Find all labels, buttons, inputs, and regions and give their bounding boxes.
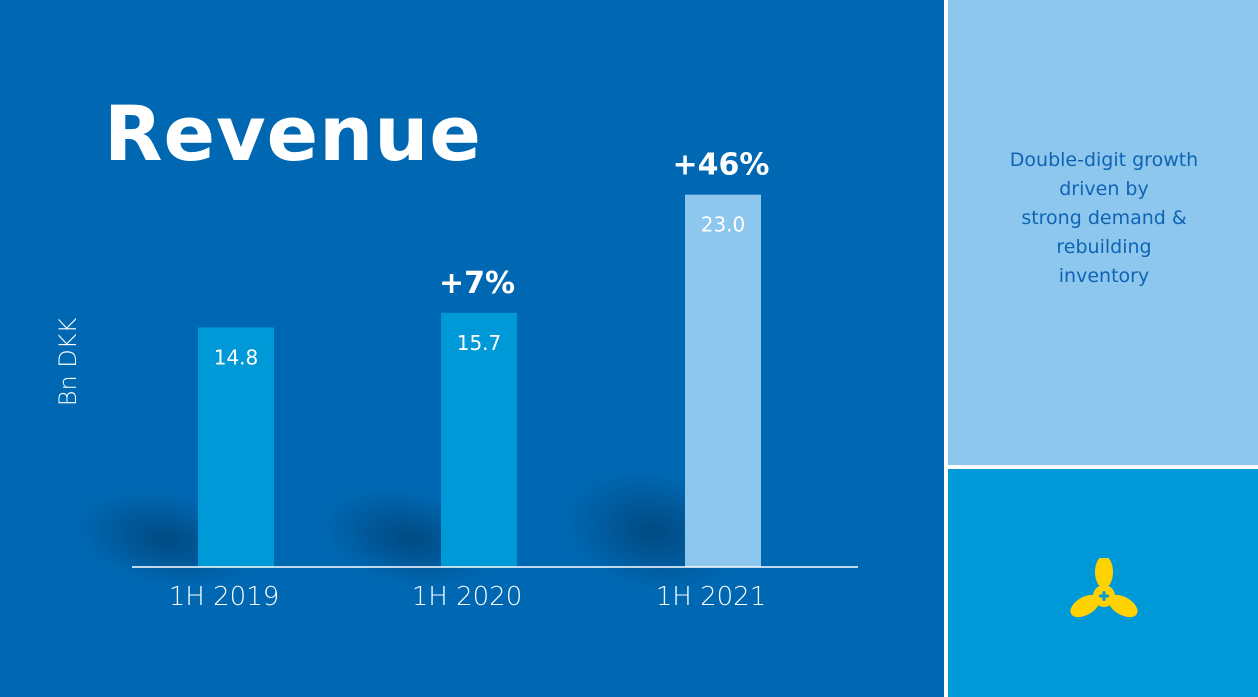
bar-1h-2020 — [441, 312, 517, 567]
page-title: Revenue — [104, 89, 482, 178]
growth-label-1h-2020: +7% — [439, 266, 515, 301]
x-tick-label-1h-2020: 1H 2020 — [412, 582, 523, 612]
growth-label-1h-2021: +46% — [673, 148, 770, 183]
x-tick-label-1h-2019: 1H 2019 — [169, 582, 280, 612]
x-tick-label-1h-2021: 1H 2021 — [656, 582, 767, 612]
propeller-icon — [1068, 556, 1140, 629]
data-label-1h-2019: 14.8 — [214, 345, 259, 369]
revenue-bar-chart: 14.8 1H 2019 15.7 +7% 1H 2020 23.0 +46% 1H 2021 — [77, 148, 858, 612]
commentary-panel — [948, 0, 1258, 465]
bar-1h-2021 — [685, 194, 761, 567]
commentary-text: Double-digit growth driven by strong dem… — [1009, 149, 1199, 287]
data-label-1h-2021: 23.0 — [701, 213, 746, 237]
bar-1h-2019 — [198, 327, 274, 567]
data-label-1h-2020: 15.7 — [457, 331, 502, 355]
